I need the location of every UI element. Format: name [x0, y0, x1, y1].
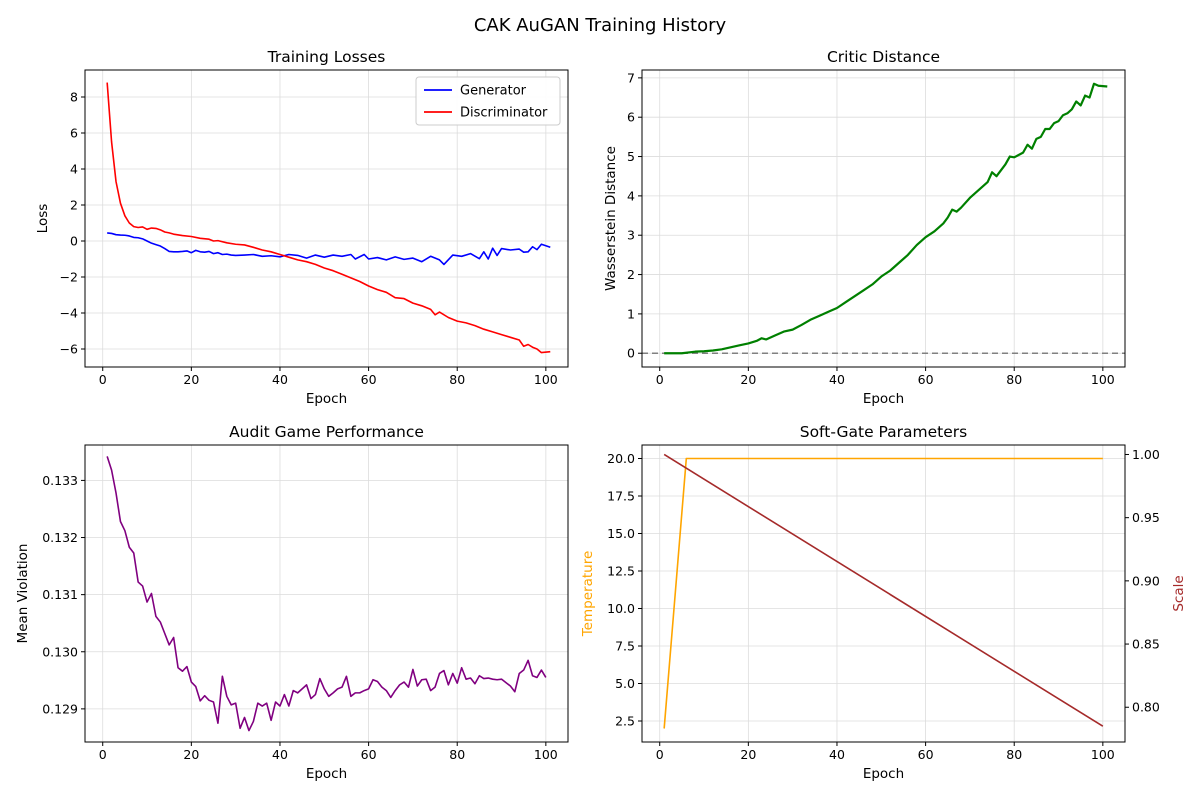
y-tick-label: 0.129 [42, 701, 78, 716]
x-tick-label: 80 [1006, 372, 1022, 387]
legend: Generator Discriminator [415, 76, 561, 126]
series-line-0 [664, 82, 1108, 355]
x-tick-label: 100 [1091, 747, 1115, 762]
legend-box [415, 76, 561, 126]
legend-label-0: Generator [460, 84, 527, 99]
panel-critic-distance: 0 20 40 60 80 100 0 1 2 3 4 5 6 7 Critic Distance Epoch… [603, 48, 1126, 407]
x-tick-label: 20 [183, 372, 199, 387]
panel-audit-game-performance: 0 20 40 60 80 100 0.129 0.130 0.131 0.132 0.133 Aud… [15, 423, 569, 782]
series-line-1 [663, 453, 1104, 727]
y-tick-label: 2 [70, 198, 78, 213]
plot-frame [641, 69, 1126, 368]
x-tick-label: 20 [740, 372, 756, 387]
y-tick-label: 0.133 [42, 473, 78, 488]
x-tick-label: 0 [656, 747, 664, 762]
y-tick-label: −2 [60, 270, 78, 285]
x-tick-label: 20 [183, 747, 199, 762]
series-line-1 [106, 82, 551, 354]
y-tick-label: 0 [70, 234, 78, 249]
y-tick-label: 6 [70, 126, 78, 141]
series-line-0 [106, 456, 547, 732]
x-tick-label: 40 [272, 747, 288, 762]
y-right-tick-label: 0.85 [1132, 637, 1160, 652]
y-tick-label: 0.131 [42, 587, 78, 602]
chart-title: Audit Game Performance [229, 423, 424, 441]
y-axis-label: Loss [35, 204, 51, 234]
x-tick-label: 60 [361, 372, 377, 387]
series-line-0 [663, 457, 1103, 729]
x-tick-label: 60 [918, 372, 934, 387]
y-tick-label: 0.132 [42, 530, 78, 545]
x-tick-label: 100 [534, 372, 558, 387]
x-tick-label: 20 [740, 747, 756, 762]
y-right-tick-label: 0.80 [1132, 700, 1160, 715]
y-tick-label: 0.130 [42, 644, 78, 659]
plot-frame [84, 69, 569, 368]
x-axis-label: Epoch [863, 766, 904, 782]
y-tick-label: 20.0 [607, 451, 635, 466]
y-tick-label: 5 [627, 149, 635, 164]
x-tick-label: 80 [449, 372, 465, 387]
y-tick-label: 10.0 [607, 601, 635, 616]
y-tick-label: −4 [60, 306, 78, 321]
plot-frame [84, 444, 569, 743]
y-axis-label: Mean Violation [15, 544, 31, 644]
y-tick-label: 15.0 [607, 526, 635, 541]
figure-title: CAK AuGAN Training History [474, 15, 727, 36]
legend-label-1: Discriminator [460, 106, 548, 121]
y-tick-label: 7 [627, 70, 635, 85]
x-tick-label: 100 [534, 747, 558, 762]
x-tick-label: 40 [829, 747, 845, 762]
series-line-0 [107, 232, 551, 266]
y-tick-label: 7.5 [615, 639, 635, 654]
x-tick-label: 40 [829, 372, 845, 387]
y-tick-label: 2 [627, 267, 635, 282]
chart-title: Soft-Gate Parameters [800, 423, 968, 441]
y-right-tick-label: 0.90 [1132, 573, 1160, 588]
x-tick-label: 0 [656, 372, 664, 387]
x-axis-label: Epoch [863, 391, 904, 407]
y-tick-label: 4 [70, 162, 78, 177]
x-axis-label: Epoch [306, 391, 347, 407]
x-tick-label: 80 [1006, 747, 1022, 762]
x-axis-label: Epoch [306, 766, 347, 782]
x-tick-label: 60 [361, 747, 377, 762]
x-tick-label: 80 [449, 747, 465, 762]
chart-title: Critic Distance [827, 48, 940, 66]
x-tick-label: 40 [272, 372, 288, 387]
y-tick-label: 5.0 [615, 676, 635, 691]
y-tick-label: 2.5 [615, 714, 635, 729]
chart-title: Training Losses [267, 48, 386, 66]
y-tick-label: 1 [627, 306, 635, 321]
x-tick-label: 100 [1091, 372, 1115, 387]
y-tick-label: 4 [627, 188, 635, 203]
y-tick-label: 6 [627, 110, 635, 125]
panel-training-losses: 0 20 40 60 80 100 −6 −4 −2 0 2 4 6 8 Training Losses Ep… [35, 48, 569, 407]
panel-soft-gate-parameters: 0 20 40 60 80 100 2.5 5.0 7.5 10.0 12.5 15.0 17.5 20.… [580, 423, 1187, 782]
x-tick-label: 0 [99, 372, 107, 387]
plot-frame [641, 444, 1126, 743]
y-tick-label: 17.5 [607, 489, 635, 504]
y-tick-label: 0 [627, 346, 635, 361]
y-axis-label: Temperature [580, 551, 596, 638]
y-tick-label: 12.5 [607, 564, 635, 579]
y-axis-label-right: Scale [1171, 575, 1187, 611]
y-axis-label: Wasserstein Distance [603, 146, 619, 291]
x-tick-label: 0 [99, 747, 107, 762]
y-tick-label: −6 [60, 342, 78, 357]
y-right-tick-label: 1.00 [1132, 447, 1160, 462]
y-tick-label: 8 [70, 90, 78, 105]
y-tick-label: 3 [627, 228, 635, 243]
x-tick-label: 60 [918, 747, 934, 762]
y-right-tick-label: 0.95 [1132, 510, 1160, 525]
